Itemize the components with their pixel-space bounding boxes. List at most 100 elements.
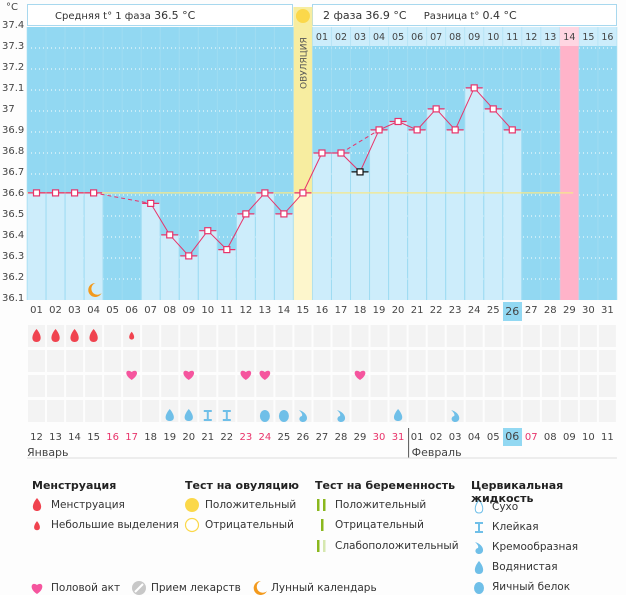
temperature-bar [389, 121, 408, 300]
legend-pregnancy-positive-icon [317, 499, 320, 511]
phase1-label: Средняя t° 1 фаза [55, 11, 151, 22]
y-tick-label: 36.6 [2, 188, 25, 199]
symptom-cell [541, 325, 559, 347]
phase2-day-label: 01 [316, 32, 328, 43]
temperature-line-segment [302, 152, 323, 194]
symptom-cell [370, 400, 388, 422]
cycle-day-label: 09 [182, 305, 196, 316]
calendar-date-label: 31 [391, 432, 405, 443]
symptom-cell [313, 400, 331, 422]
symptom-cell [503, 400, 521, 422]
symptom-cell [28, 400, 46, 422]
legend-medication-icon-stripe [134, 583, 144, 593]
heart-icon [183, 370, 195, 380]
temperature-bar [217, 249, 236, 300]
legend-moon-icon [253, 580, 267, 595]
calendar-date-label: 14 [68, 432, 81, 443]
cycle-day-label: 16 [315, 305, 329, 316]
month-label-january: Январь [27, 446, 69, 459]
symptom-cell [104, 400, 122, 422]
phase2-day-label: 11 [506, 32, 518, 43]
menstruation-icon [51, 329, 60, 342]
symptom-cell [47, 375, 65, 397]
temperature-point [51, 189, 60, 197]
symptom-cell [104, 325, 122, 347]
menstruation-icon [32, 329, 41, 342]
phase2-day-label: 12 [525, 32, 537, 43]
legend-ovulation-positive: Положительный [205, 499, 297, 511]
legend-ovulation-test-title: Тест на овуляцию [185, 479, 299, 492]
symptom-cell [598, 350, 616, 372]
legend-cervical-sticky: Клейкая [492, 521, 539, 533]
calendar-date-label: 18 [144, 432, 158, 443]
symptom-cell [598, 400, 616, 422]
symptom-cell [541, 400, 559, 422]
symptom-cell [123, 350, 141, 372]
symptom-cell [275, 350, 293, 372]
symptom-cell [446, 400, 464, 422]
temperature-point [166, 231, 174, 239]
temperature-point [147, 199, 155, 207]
highlight-column [559, 27, 579, 300]
temperature-bar [160, 234, 179, 300]
symptom-cell [218, 350, 236, 372]
temperature-line-segment [188, 230, 209, 257]
phase1-header: Средняя t° 1 фаза 36.5 °C [27, 4, 293, 26]
symptom-cell [275, 325, 293, 347]
symptom-cell [522, 375, 540, 397]
cycle-day-label: 05 [106, 305, 119, 316]
legend-pregnancy-positive: Положительный [335, 499, 427, 511]
calendar-date-label: 23 [239, 432, 253, 443]
unit-label: °C [6, 2, 18, 13]
y-tick-label: 36.5 [2, 209, 25, 220]
symptom-cell [446, 325, 464, 347]
calendar-date-label: 30 [372, 432, 386, 443]
phase2-day-label: 10 [487, 32, 499, 43]
temperature-point [32, 189, 41, 197]
calendar-date-label: 22 [220, 432, 234, 443]
legend-menstruation-title: Менструация [32, 479, 117, 492]
cycle-day-label: 24 [467, 305, 481, 316]
cycle-day-label: 15 [296, 305, 310, 316]
calendar-date-label: 25 [277, 432, 291, 443]
symptom-cell [522, 400, 540, 422]
symptom-cell [47, 400, 65, 422]
cycle-day-label: 03 [68, 305, 81, 316]
symptom-cell [332, 400, 350, 422]
temperature-point [261, 189, 269, 197]
cycle-day-label: 22 [429, 305, 443, 316]
symptom-cell [161, 325, 179, 347]
symptom-cell [427, 350, 445, 372]
symptom-cell [541, 350, 559, 372]
legend-cervical-eggwhite-icon [474, 582, 484, 594]
temperature-point [356, 168, 364, 176]
cycle-day-label: 27 [524, 305, 538, 316]
menstruation-icon [70, 329, 79, 342]
ovulation-bar [293, 192, 313, 300]
temperature-line-segment [93, 192, 151, 204]
temperature-line-segment [150, 203, 171, 236]
y-tick-label: 36.4 [2, 230, 25, 241]
calendar-date-label: 29 [353, 432, 367, 443]
symptom-cell [85, 375, 103, 397]
cycle-day-label: 25 [486, 305, 500, 316]
cervical-eggwhite-icon [278, 410, 289, 422]
symptom-cell [123, 400, 141, 422]
cervical-creamy-icon [336, 410, 346, 422]
month-label-february: Февраль [411, 446, 462, 459]
temperature-line-segment [226, 213, 247, 250]
symptom-cell [104, 350, 122, 372]
cycle-day-label: 06 [125, 305, 138, 316]
symptom-cell [541, 375, 559, 397]
legend-heart-icon [31, 583, 43, 594]
symptom-cell [123, 375, 141, 397]
temperature-point [432, 105, 440, 113]
temperature-bar [255, 192, 274, 300]
legend-intercourse: Половой акт [51, 582, 121, 594]
phase2-day-label: 13 [544, 32, 556, 43]
temperature-bar [351, 171, 370, 300]
symptom-cell [408, 375, 426, 397]
calendar-date-label: 19 [163, 432, 177, 443]
symptom-cell [256, 375, 274, 397]
phase2-day-label: 07 [430, 32, 442, 43]
